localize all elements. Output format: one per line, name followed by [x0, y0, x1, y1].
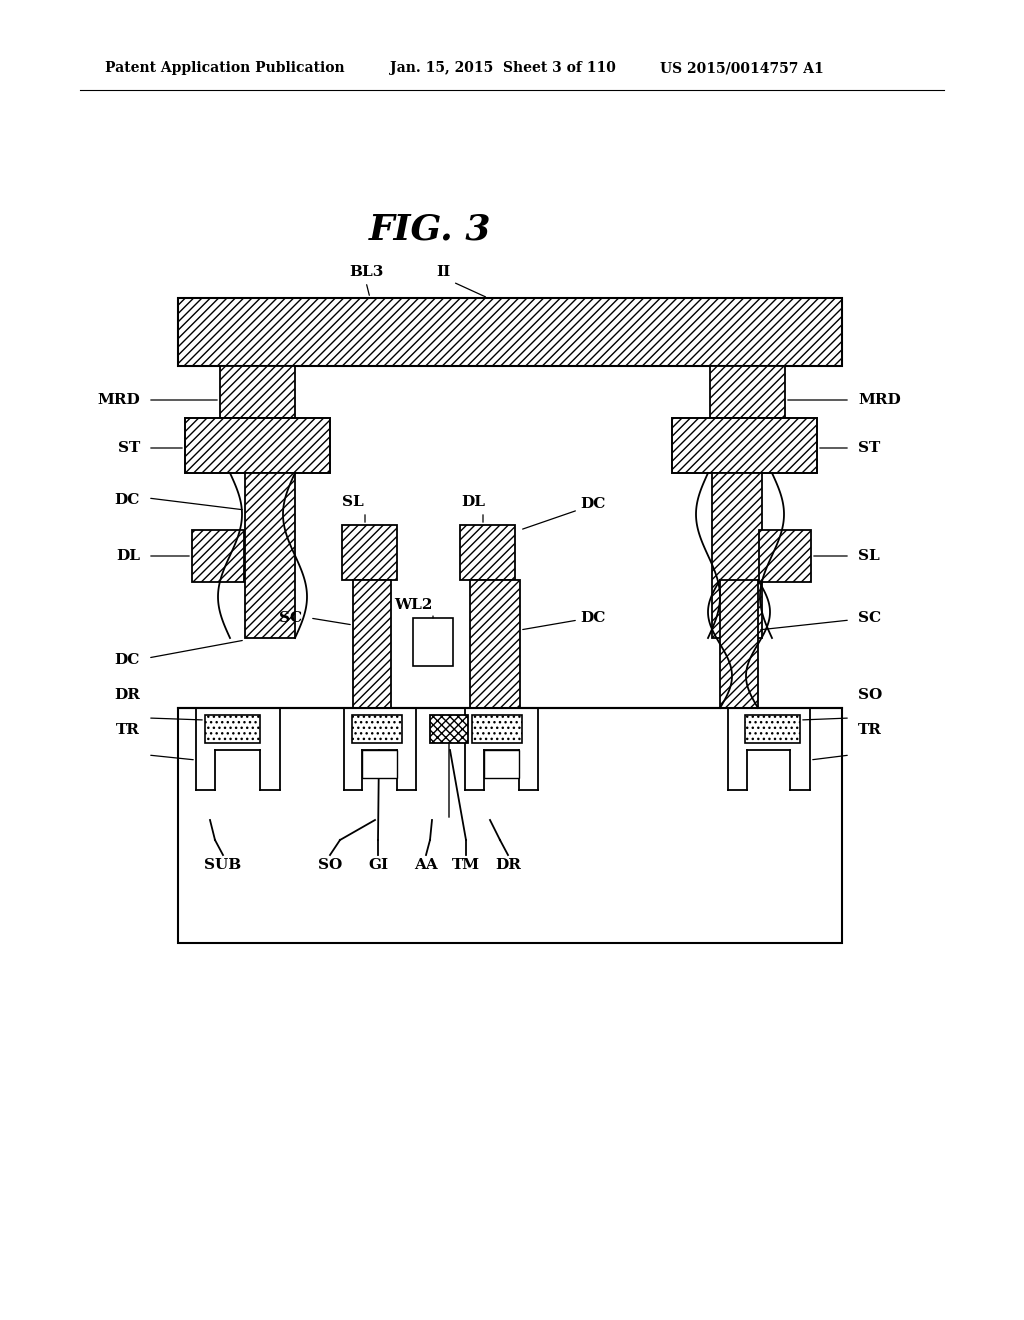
Text: BL3: BL3 [349, 265, 383, 279]
Bar [178, 708, 842, 942]
Bar [712, 473, 762, 638]
Text: DC: DC [115, 653, 140, 667]
Text: Patent Application Publication: Patent Application Publication [105, 61, 345, 75]
Bar [362, 750, 397, 777]
Text: US 2015/0014757 A1: US 2015/0014757 A1 [660, 61, 823, 75]
Bar [185, 418, 330, 473]
Bar [205, 715, 260, 743]
Text: SC: SC [279, 611, 302, 624]
Bar [342, 525, 397, 579]
Text: DL: DL [461, 495, 485, 510]
Text: MRD: MRD [858, 393, 901, 407]
Bar [353, 579, 391, 708]
Bar [759, 531, 811, 582]
Bar [460, 525, 515, 579]
Text: DC: DC [580, 498, 605, 511]
Text: SL: SL [342, 495, 364, 510]
Text: DR: DR [495, 858, 521, 873]
Bar [672, 418, 817, 473]
Bar [220, 366, 295, 418]
Text: SC: SC [858, 611, 881, 624]
Text: DR: DR [114, 688, 140, 702]
Text: GI: GI [368, 858, 388, 873]
Text: MRD: MRD [97, 393, 140, 407]
Text: DC: DC [580, 611, 605, 624]
Bar [413, 618, 453, 667]
Bar [193, 531, 244, 582]
Text: WL2: WL2 [394, 598, 432, 612]
Bar [352, 715, 402, 743]
Bar [245, 473, 295, 638]
Text: SO: SO [858, 688, 883, 702]
Text: TR: TR [116, 723, 140, 737]
Text: SL: SL [858, 549, 880, 564]
Text: SUB: SUB [205, 858, 242, 873]
Text: ST: ST [858, 441, 881, 455]
Text: SO: SO [317, 858, 342, 873]
Bar [710, 366, 785, 418]
Text: ST: ST [118, 441, 140, 455]
Bar [430, 715, 468, 743]
Bar [720, 579, 758, 708]
Text: Jan. 15, 2015  Sheet 3 of 110: Jan. 15, 2015 Sheet 3 of 110 [390, 61, 615, 75]
Bar [484, 750, 519, 777]
Bar [178, 298, 842, 366]
Text: DL: DL [116, 549, 140, 564]
Text: FIG. 3: FIG. 3 [369, 213, 492, 247]
Text: TR: TR [858, 723, 882, 737]
Text: II: II [436, 265, 451, 279]
Text: TM: TM [452, 858, 480, 873]
Bar [472, 715, 522, 743]
Bar [470, 579, 520, 708]
Text: DC: DC [115, 492, 140, 507]
Bar [745, 715, 800, 743]
Text: AA: AA [414, 858, 438, 873]
